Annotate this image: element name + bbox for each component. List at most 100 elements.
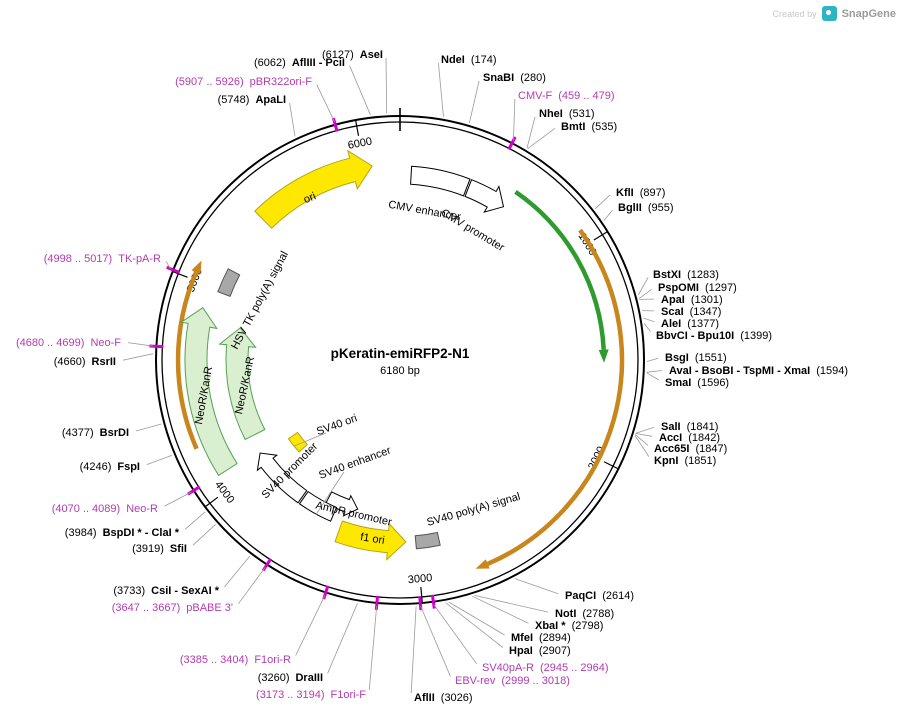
axis-tick-3000 [420, 586, 423, 604]
label-part-2: F1ori-F [331, 689, 367, 701]
enzyme-label-bglii: BglII (955) [618, 202, 674, 214]
label-part-2: (1377) [687, 318, 719, 330]
enzyme-label-avai-bsobi-tspmi-xmai: AvaI - BsoBI - TspMI - XmaI (1594) [669, 365, 848, 377]
callout-neo-f [127, 342, 154, 347]
enzyme-label-smai: SmaI (1596) [665, 377, 729, 389]
callout-bmti [527, 128, 556, 149]
label-part-2: SfiI [170, 543, 187, 555]
sv40-enhancer [298, 490, 338, 522]
primer-site-tick-2955 [430, 594, 436, 609]
label-part-2: (2999 .. 3018) [501, 675, 570, 687]
primer-site-tick-3008 [418, 596, 423, 611]
label-part-1: SalI [661, 421, 681, 433]
axis-tick-5000 [171, 270, 188, 278]
ori-arrow-label: ori [302, 190, 318, 206]
callout-kfli [595, 194, 611, 210]
label-part-2: (1596) [697, 377, 729, 389]
label-part-2: (1301) [691, 294, 723, 306]
cmv-enhancer [410, 165, 471, 197]
axis-tick-label-3000: 3000 [407, 572, 432, 586]
axis-tick-1000 [593, 230, 609, 241]
callout-fspi [146, 454, 173, 465]
callout-kpni [634, 435, 650, 457]
enzyme-label-nhei: NheI (531) [539, 108, 595, 120]
primer-site-tick-5007 [166, 265, 181, 274]
label-part-2: (897) [640, 187, 666, 199]
label-part-1: (3733) [113, 585, 145, 597]
enzyme-label-bstxi: BstXI (1283) [653, 269, 719, 281]
callout-apali [289, 102, 296, 137]
label-part-2: (2798) [572, 620, 604, 632]
callout-alei [643, 317, 655, 323]
label-part-1: MfeI [511, 632, 533, 644]
label-part-1: NotI [555, 608, 576, 620]
label-part-2: F1ori-R [254, 654, 291, 666]
callout-noti [474, 595, 549, 613]
callout-ndei [438, 62, 444, 117]
label-part-2: Neo-F [90, 337, 121, 349]
callout-paqci [514, 578, 559, 595]
label-part-2: (2894) [539, 632, 571, 644]
label-part-1: KflI [616, 187, 634, 199]
callout-ebv-rev [420, 605, 451, 677]
label-part-1: (6062) [254, 57, 286, 69]
sv40-ori-label-line [293, 432, 327, 447]
label-part-2: RsrII [92, 356, 116, 368]
enzyme-label-bbvci-bpu10i: BbvCI - Bpu10I (1399) [656, 330, 772, 342]
label-part-2: (1851) [684, 455, 716, 467]
label-part-2: pBR322ori-F [250, 76, 313, 88]
label-part-1: (4680 .. 4699) [16, 337, 85, 349]
enzyme-label-snabi: SnaBI (280) [483, 72, 546, 84]
enzyme-label-scai: ScaI (1347) [661, 306, 721, 318]
label-part-2: AseI [360, 49, 383, 61]
enzyme-label-mfei: MfeI (2894) [511, 632, 571, 644]
enzyme-label-hpai: HpaI (2907) [509, 645, 571, 657]
sv40-enhancer-label: SV40 enhancer [317, 444, 393, 481]
label-part-2: (280) [520, 72, 546, 84]
callout-acci [635, 433, 653, 437]
callout-hpai [445, 602, 504, 648]
label-part-2: TK-pA-R [118, 253, 161, 265]
enzyme-label-alei: AleI (1377) [661, 318, 719, 330]
label-part-1: BglII [618, 202, 642, 214]
label-part-1: Acc65I [654, 443, 689, 455]
label-part-1: EBV-rev [455, 675, 496, 687]
label-part-2: BspDI * - ClaI * [103, 527, 180, 539]
label-part-1: SmaI [665, 377, 691, 389]
callout-avai-bsobi-tspmi-xmai [646, 370, 663, 373]
enzyme-label-apali: (5748) ApaLI [218, 94, 286, 106]
callout-f1ori-f [368, 605, 378, 691]
label-part-1: (3260) [258, 672, 290, 684]
callout-aflii [410, 606, 417, 694]
callout-sfii [192, 524, 216, 546]
label-part-1: NdeI [441, 54, 465, 66]
enzyme-label-asei: (6127) AseI [322, 49, 383, 61]
enzyme-label-bmti: BmtI (535) [561, 121, 617, 133]
enzyme-label-bspdi-clai: (3984) BspDI * - ClaI * [65, 527, 180, 539]
f1-ori [334, 520, 407, 561]
label-part-1: (3385 .. 3404) [180, 654, 249, 666]
label-part-1: (4998 .. 5017) [44, 253, 113, 265]
snapgene-watermark: Created by SnapGene [773, 6, 896, 21]
label-part-1: BbvCI - Bpu10I [656, 330, 734, 342]
sv40-polya-signal [414, 531, 441, 550]
enzyme-label-ndei: NdeI (174) [441, 54, 497, 66]
label-part-1: ApaI [661, 294, 685, 306]
label-part-1: (3984) [65, 527, 97, 539]
axis-tick-2000 [603, 461, 620, 470]
primer-label-f1ori-f: (3173 .. 3194) F1ori-F [256, 689, 366, 701]
primer-label-pbabe-3: (3647 .. 3667) pBABE 3' [112, 602, 233, 614]
label-part-2: (955) [648, 202, 674, 214]
label-part-2: (2945 .. 2964) [540, 662, 609, 674]
label-part-1: SV40pA-R [482, 662, 534, 674]
enzyme-label-rsrii: (4660) RsrII [54, 356, 116, 368]
primer-label-cmv-f: CMV-F (459 .. 479) [518, 90, 615, 102]
label-part-2: (2614) [602, 590, 634, 602]
watermark-brand-name: SnapGene [841, 7, 896, 20]
label-part-1: KpnI [654, 455, 678, 467]
enzyme-label-draiii: (3260) DraIII [258, 672, 323, 684]
enzyme-label-csii-sexai: (3733) CsiI - SexAI * [113, 585, 219, 597]
label-part-1: (5748) [218, 94, 250, 106]
sv40-ori [287, 431, 308, 453]
callout-pspomi [638, 288, 653, 299]
